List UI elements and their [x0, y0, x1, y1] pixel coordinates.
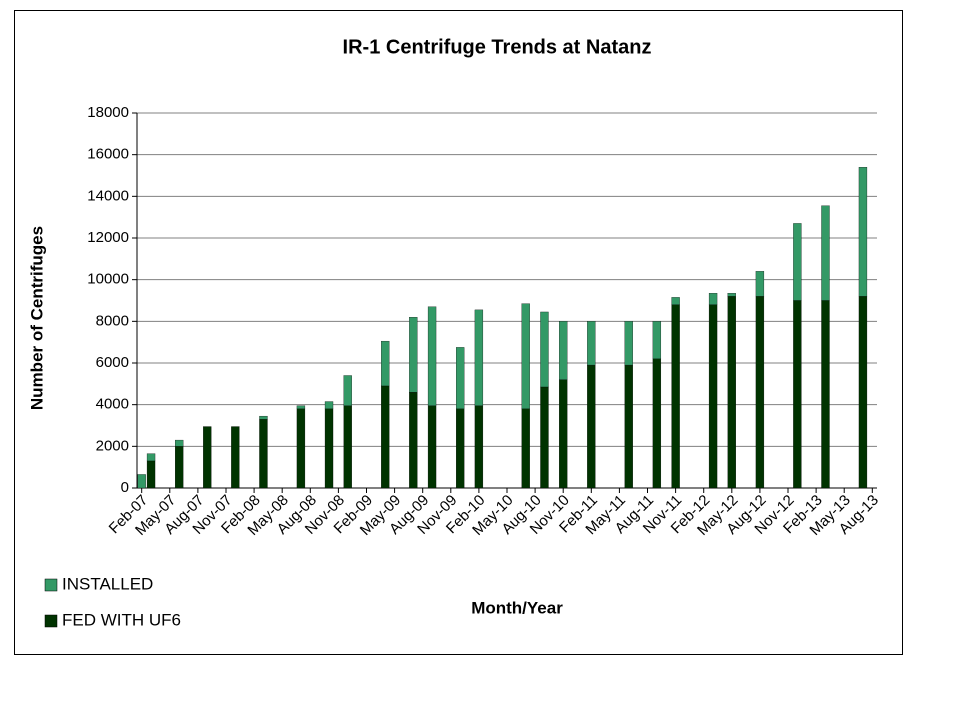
bar-segment: [793, 223, 802, 301]
bar-segment: [381, 340, 390, 387]
bar-segment: [521, 303, 530, 409]
bar-segment: [427, 405, 437, 489]
bar-segment: [708, 304, 718, 489]
y-tick-label: 10000: [87, 271, 129, 288]
y-tick-label: 6000: [96, 354, 129, 371]
bar-segment: [175, 439, 184, 447]
bar-segment: [146, 453, 156, 462]
bar-segment: [296, 405, 306, 409]
legend-swatch: [44, 578, 58, 592]
bar-segment: [671, 297, 680, 305]
bar-segment: [409, 317, 418, 393]
bar-segment: [755, 271, 765, 297]
y-tick-label: 0: [121, 479, 129, 496]
bar-segment: [821, 205, 830, 301]
y-tick-label: 16000: [87, 146, 129, 163]
chart-frame: [14, 10, 903, 655]
bar-segment: [858, 296, 868, 489]
legend-label: FED WITH UF6: [62, 610, 181, 629]
y-tick-label: 14000: [87, 187, 129, 204]
bar-segment: [821, 300, 830, 489]
bar-segment: [521, 408, 530, 489]
bar-segment: [540, 386, 549, 489]
bar-segment: [409, 392, 418, 489]
bar-segment: [324, 401, 334, 409]
y-tick-label: 12000: [87, 229, 129, 246]
bar-segment: [858, 167, 868, 297]
bar-segment: [456, 408, 465, 489]
y-tick-label: 8000: [96, 312, 129, 329]
bar-segment: [755, 296, 765, 489]
bar-segment: [671, 304, 680, 489]
bar-segment: [652, 321, 662, 359]
bar-segment: [474, 405, 484, 489]
y-axis-label: Number of Centrifuges: [27, 226, 46, 410]
bar-segment: [427, 306, 437, 406]
y-tick-label: 4000: [96, 396, 129, 413]
y-tick-label: 2000: [96, 437, 129, 454]
bar-segment: [381, 385, 390, 489]
y-tick-label: 18000: [87, 104, 129, 121]
bar-segment: [259, 419, 268, 489]
bar-segment: [624, 364, 633, 489]
legend-label: INSTALLED: [62, 574, 153, 593]
bar-segment: [343, 405, 352, 489]
bar-segment: [587, 321, 596, 366]
bar-segment: [296, 408, 306, 489]
chart-title: IR-1 Centrifuge Trends at Natanz: [343, 36, 652, 58]
bar-segment: [727, 296, 736, 489]
bar-segment: [203, 426, 212, 489]
bar-segment: [559, 321, 568, 380]
bar-segment: [652, 358, 662, 489]
bar-segment: [456, 347, 465, 409]
bar-segment: [175, 446, 184, 489]
bar-segment: [324, 408, 334, 489]
bar-segment: [624, 321, 633, 366]
bar-segment: [727, 293, 736, 297]
bar-segment: [708, 293, 718, 305]
bar-segment: [540, 311, 549, 388]
bar-segment: [587, 364, 596, 489]
bar-segment: [231, 426, 240, 489]
bar-segment: [146, 460, 156, 489]
bar-segment: [793, 300, 802, 489]
bar-segment: [137, 474, 146, 489]
legend-swatch: [44, 614, 58, 628]
bar-segment: [474, 309, 484, 406]
bar-segment: [559, 379, 568, 489]
x-axis-label: Month/Year: [471, 598, 563, 617]
bar-segment: [259, 415, 268, 420]
bar-segment: [343, 375, 352, 406]
